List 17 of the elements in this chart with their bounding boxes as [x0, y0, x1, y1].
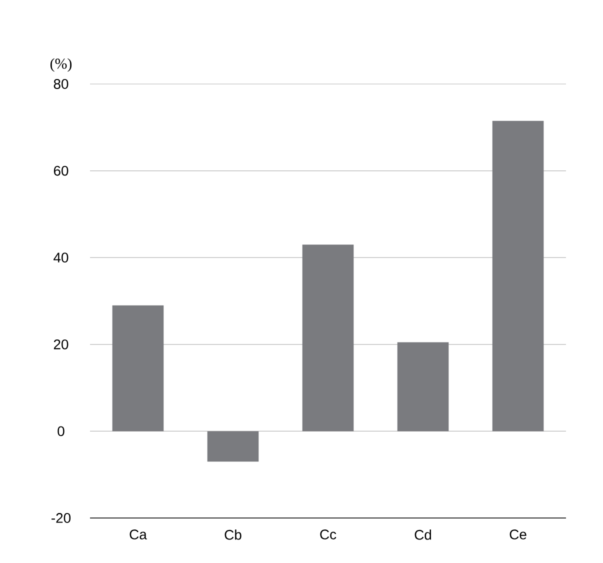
x-tick-label: Cd: [414, 530, 432, 540]
y-tick-label: 20: [54, 339, 68, 350]
x-tick-label: Ce: [510, 530, 526, 540]
x-tick-label: Cb: [224, 530, 242, 540]
y-tick-label: 80: [54, 79, 68, 89]
y-tick-label: 40: [54, 252, 68, 263]
y-tick-label: 0: [58, 426, 64, 436]
y-tick-label: 60: [54, 166, 68, 176]
x-tick-label: Ca: [130, 530, 147, 540]
bar: [397, 342, 449, 432]
bar: [207, 431, 259, 462]
bar: [302, 244, 354, 432]
bar: [112, 305, 164, 432]
x-tick-label: Cc: [320, 530, 336, 540]
bar: [492, 120, 544, 432]
y-axis-title: (%): [50, 58, 72, 72]
y-tick-label: -20: [52, 513, 71, 523]
